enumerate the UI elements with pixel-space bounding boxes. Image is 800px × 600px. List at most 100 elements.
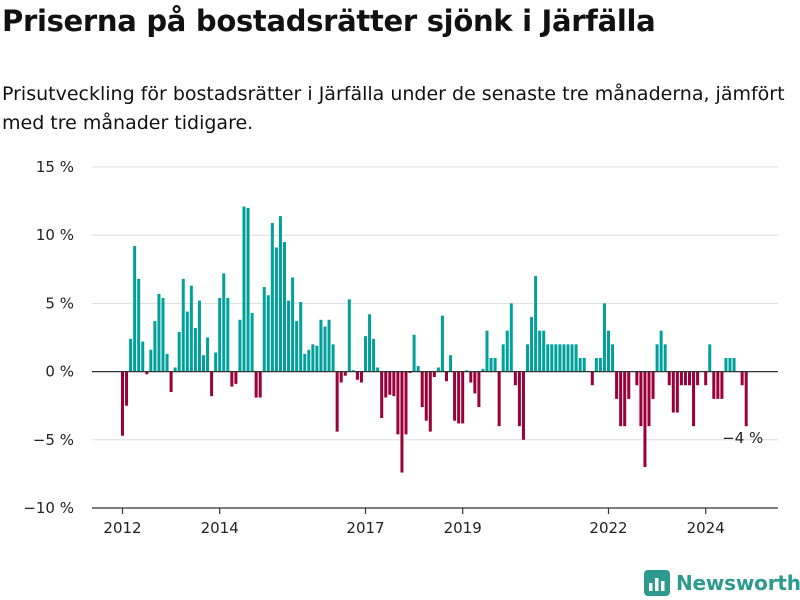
bar bbox=[517, 371, 521, 427]
y-tick-label: 10 % bbox=[36, 226, 74, 244]
last-value-annotation: −4 % bbox=[722, 429, 763, 447]
bar bbox=[412, 334, 416, 372]
bar bbox=[667, 371, 671, 386]
bar bbox=[679, 371, 683, 386]
bar bbox=[513, 371, 517, 386]
y-tick-label: 15 % bbox=[36, 158, 74, 176]
bar bbox=[590, 371, 594, 386]
bar bbox=[501, 344, 505, 372]
bar bbox=[400, 371, 404, 473]
brand-logo: Newsworthy bbox=[644, 566, 800, 600]
bar bbox=[708, 344, 712, 372]
bar bbox=[291, 277, 295, 372]
bar bbox=[639, 371, 643, 427]
bar bbox=[258, 371, 262, 398]
bar bbox=[424, 371, 428, 421]
bar bbox=[165, 353, 169, 372]
bar bbox=[287, 300, 291, 372]
bar bbox=[554, 344, 558, 372]
bar bbox=[416, 366, 420, 372]
y-tick-label: −5 % bbox=[33, 431, 74, 449]
bar bbox=[720, 371, 724, 399]
bar bbox=[445, 371, 448, 382]
bar bbox=[238, 319, 242, 372]
bar bbox=[497, 371, 501, 427]
bar bbox=[683, 371, 687, 386]
bar bbox=[153, 321, 157, 372]
bar bbox=[137, 278, 141, 372]
bar bbox=[307, 349, 311, 372]
bar bbox=[218, 297, 222, 372]
bar bbox=[303, 353, 307, 372]
bar bbox=[222, 273, 226, 372]
bar bbox=[323, 326, 327, 372]
bar bbox=[538, 330, 542, 372]
x-tick-label: 2022 bbox=[589, 519, 627, 537]
bar bbox=[149, 349, 153, 372]
bar bbox=[295, 321, 299, 372]
bar bbox=[465, 370, 469, 372]
bar bbox=[570, 344, 574, 372]
bar bbox=[432, 371, 436, 378]
bar bbox=[246, 207, 250, 372]
bar bbox=[582, 357, 586, 372]
bar bbox=[647, 371, 651, 427]
bar bbox=[173, 367, 177, 372]
bar bbox=[619, 371, 623, 427]
x-tick-label: 2012 bbox=[103, 519, 141, 537]
bar bbox=[274, 247, 278, 372]
bar bbox=[125, 371, 129, 406]
bar bbox=[675, 371, 679, 413]
bar bbox=[598, 357, 602, 372]
bar bbox=[145, 371, 149, 375]
bar bbox=[615, 371, 619, 399]
bar bbox=[392, 371, 396, 397]
bar bbox=[704, 371, 708, 386]
x-axis: 2012 2014 2017 2019 2022 2024 bbox=[92, 507, 778, 537]
bar bbox=[453, 371, 457, 421]
bar bbox=[692, 371, 696, 427]
bar bbox=[157, 293, 161, 372]
bar bbox=[129, 338, 133, 372]
bar bbox=[740, 371, 744, 386]
bar bbox=[226, 297, 230, 372]
bar bbox=[193, 327, 197, 372]
bar bbox=[671, 371, 675, 413]
bar bbox=[728, 357, 732, 372]
bar bbox=[343, 371, 347, 376]
bar bbox=[210, 371, 214, 397]
bar bbox=[627, 371, 631, 399]
bar bbox=[396, 371, 400, 435]
bar bbox=[440, 315, 444, 372]
x-tick-label: 2019 bbox=[444, 519, 482, 537]
brand-name: Newsworthy bbox=[676, 571, 800, 595]
bar bbox=[428, 371, 432, 432]
bar bbox=[602, 303, 606, 372]
bar bbox=[493, 357, 497, 372]
bar bbox=[651, 371, 655, 399]
bar bbox=[744, 371, 748, 427]
bar bbox=[169, 371, 173, 393]
bars bbox=[121, 206, 748, 473]
x-tick-label: 2014 bbox=[201, 519, 239, 537]
bar bbox=[578, 357, 582, 372]
y-axis-tick-labels: 15 % 10 % 5 % 0 % −5 % −10 % bbox=[23, 158, 74, 517]
chart-title: Priserna på bostadsrätter sjönk i Järfäl… bbox=[2, 4, 656, 38]
chart-subtitle: Prisutveckling för bostadsrätter i Järfä… bbox=[2, 83, 785, 134]
bar bbox=[161, 297, 165, 372]
bar bbox=[594, 357, 598, 372]
bar bbox=[234, 371, 238, 384]
bar bbox=[562, 344, 566, 372]
bar bbox=[712, 371, 716, 399]
bar bbox=[262, 287, 266, 372]
bar bbox=[335, 371, 339, 432]
annotations: −4 % bbox=[722, 429, 763, 447]
bar bbox=[355, 371, 359, 380]
y-tick-label: 0 % bbox=[45, 363, 74, 381]
bar bbox=[311, 344, 315, 372]
bar bbox=[254, 371, 258, 398]
bar bbox=[230, 371, 234, 387]
bar bbox=[542, 330, 546, 372]
bar bbox=[376, 367, 380, 372]
bar bbox=[481, 368, 485, 372]
